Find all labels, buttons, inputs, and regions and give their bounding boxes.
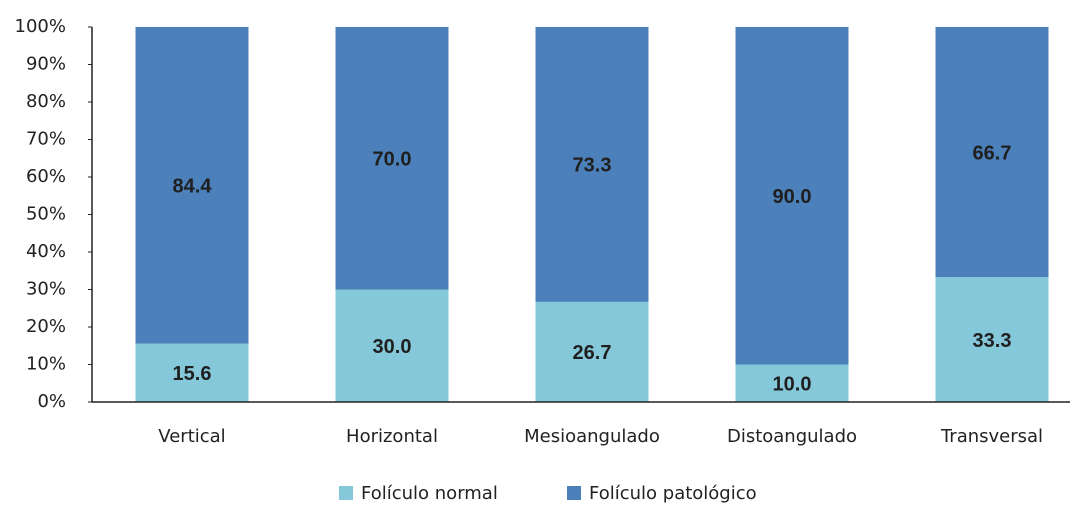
value-label: 84.4 [173, 176, 213, 198]
value-label: 73.3 [573, 155, 612, 177]
bar-segment [135, 27, 249, 344]
bar-segment [335, 27, 449, 290]
y-tick-label: 0% [37, 391, 66, 412]
y-tick-label: 50% [26, 204, 66, 225]
y-tick-label: 40% [26, 241, 66, 262]
y-tick-label: 70% [26, 129, 66, 150]
legend-swatch [567, 486, 581, 500]
x-tick-label: Horizontal [346, 426, 438, 447]
y-tick-label: 10% [26, 354, 66, 375]
y-tick-label: 60% [26, 166, 66, 187]
y-tick-label: 80% [26, 91, 66, 112]
x-tick-label: Mesioangulado [524, 426, 660, 447]
value-label: 90.0 [773, 186, 812, 208]
legend-label: Folículo patológico [589, 483, 757, 504]
y-tick-label: 20% [26, 316, 66, 337]
legend-label: Folículo normal [361, 483, 498, 504]
value-label: 26.7 [573, 342, 612, 364]
bar-segment [735, 364, 849, 402]
y-tick-label: 100% [15, 16, 66, 37]
legend-swatch [339, 486, 353, 500]
x-tick-label: Vertical [158, 426, 225, 447]
bar-segment [135, 343, 249, 402]
value-label: 70.0 [373, 149, 412, 171]
y-tick-label: 30% [26, 279, 66, 300]
value-label: 30.0 [373, 336, 412, 358]
bar-segment [735, 27, 849, 365]
value-label: 33.3 [973, 330, 1012, 352]
value-label: 10.0 [773, 374, 812, 396]
bar-segment [935, 27, 1049, 278]
value-label: 66.7 [973, 142, 1012, 164]
bar-segment [535, 27, 649, 302]
x-tick-label: Transversal [940, 426, 1043, 447]
x-tick-label: Distoangulado [727, 426, 857, 447]
bar-segment [335, 289, 449, 402]
bar-segment [535, 301, 649, 402]
value-label: 15.6 [173, 363, 212, 385]
bar-segment [935, 277, 1049, 402]
y-tick-label: 90% [26, 54, 66, 75]
